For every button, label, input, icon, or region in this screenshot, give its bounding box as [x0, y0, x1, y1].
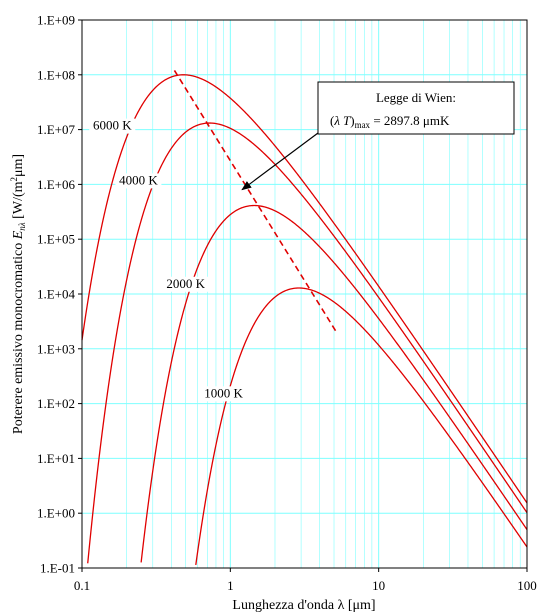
- x-tick-label: 100: [517, 578, 537, 593]
- y-tick-labels: 1.E-01 1.E+00 1.E+01 1.E+02 1.E+03 1.E+04 1.E+…: [37, 13, 82, 576]
- y-tick-label: 1.E+03: [37, 341, 75, 356]
- curve-label-bg: [89, 118, 136, 134]
- y-tick-label: 1.E+07: [37, 122, 76, 137]
- wien-annotation: Legge di Wien: (λ T)max = 2897.8 μmK: [241, 81, 515, 191]
- annotation-arrow: [241, 132, 319, 191]
- x-tick-label: 0.1: [74, 578, 90, 593]
- y-axis-label: Poterere emissivo monocromatico Enλ [W/(…: [9, 154, 27, 434]
- y-tick-label: 1.E+06: [37, 177, 76, 192]
- y-tick-label: 1.E+09: [37, 13, 75, 28]
- y-tick-label: 1.E-01: [40, 561, 75, 576]
- x-tick-label: 10: [372, 578, 385, 593]
- y-tick-label: 1.E+05: [37, 232, 75, 247]
- annotation-box: [317, 81, 515, 135]
- y-tick-label: 1.E+00: [37, 506, 75, 521]
- curve-label-1000k: 1000 K: [204, 385, 243, 400]
- curve-1000k: [195, 287, 528, 566]
- y-tick-label: 1.E+08: [37, 67, 75, 82]
- curve-label-2000k: 2000 K: [166, 276, 205, 291]
- curve-label-bg: [115, 173, 162, 189]
- curve-label-bg: [200, 386, 247, 402]
- x-axis-label: Lunghezza d'onda λ [μm]: [232, 598, 375, 613]
- x-tick-label: 1: [227, 578, 234, 593]
- y-tick-label: 1.E+02: [37, 396, 75, 411]
- annotation-line1: Legge di Wien:: [376, 90, 456, 105]
- curve-6000k: [81, 74, 528, 504]
- curve-4000k: [87, 122, 528, 564]
- annotation-line2: (λ T)max = 2897.8 μmK: [330, 113, 450, 130]
- planck-curves: [81, 74, 528, 566]
- curve-label-bg: [162, 276, 209, 292]
- curve-label-6000k: 6000 K: [93, 118, 132, 133]
- y-tick-label: 1.E+04: [37, 287, 76, 302]
- curve-2000k: [140, 204, 528, 563]
- y-tick-label: 1.E+01: [37, 451, 75, 466]
- wien-displacement-line: [173, 70, 338, 333]
- curve-labels: 6000 K 4000 K 2000 K 1000 K: [89, 118, 247, 402]
- wien-dashed-line: [173, 70, 338, 333]
- curve-label-4000k: 4000 K: [119, 172, 158, 187]
- x-tick-labels: 0.1 1 10 100: [74, 568, 537, 593]
